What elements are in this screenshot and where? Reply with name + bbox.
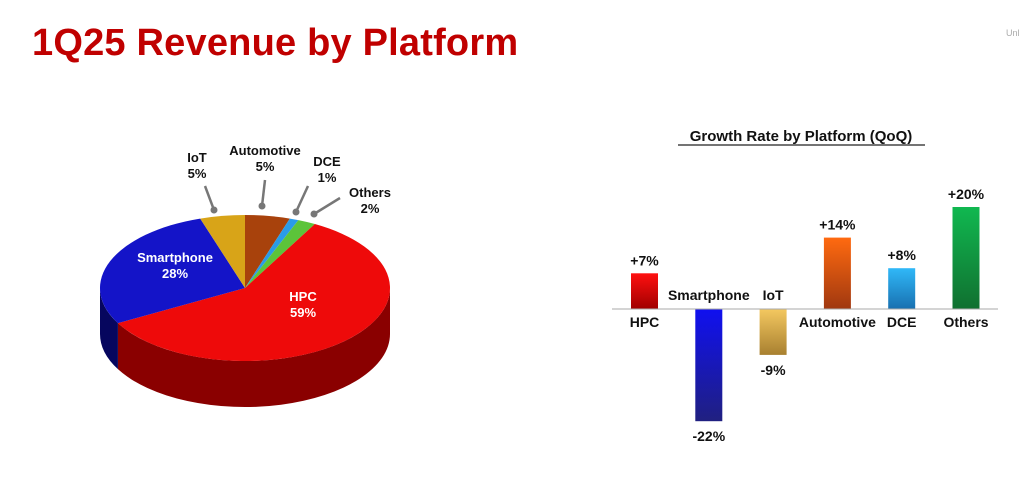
pie-value-smartphone: 28%: [162, 266, 188, 281]
pie-label-dce: DCE: [313, 154, 341, 169]
bar-value-automotive: +14%: [819, 217, 856, 233]
pie-slice-automotive: [245, 215, 290, 288]
page-title: 1Q25 Revenue by Platform: [32, 22, 519, 64]
bar-smartphone: [695, 309, 723, 422]
pie-label-smartphone: Smartphone: [137, 250, 213, 265]
pie-label-hpc: HPC: [289, 289, 317, 304]
corner-text: Unl: [1006, 28, 1020, 38]
bar-others: [952, 207, 980, 309]
bar-iot: [759, 309, 787, 355]
pie-label-others: Others: [349, 185, 391, 200]
bar-automotive: [823, 237, 851, 309]
leader-dot: [292, 208, 300, 216]
bar-category-automotive: Automotive: [799, 314, 876, 330]
leader-dot: [210, 206, 218, 214]
bar-category-others: Others: [943, 314, 988, 330]
pie-value-others: 2%: [361, 201, 380, 216]
bar-value-dce: +8%: [887, 247, 916, 263]
pie-value-hpc: 59%: [290, 305, 316, 320]
pie-label-automotive: Automotive: [229, 143, 301, 158]
pie-side-smartphone: [100, 288, 118, 370]
pie-value-iot: 5%: [188, 166, 207, 181]
pie-slice-dce: [245, 218, 299, 288]
pie-value-dce: 1%: [318, 170, 337, 185]
leader-dot: [310, 210, 318, 218]
bar-hpc: [631, 273, 658, 309]
bar-value-hpc: +7%: [630, 252, 659, 268]
pie-side-hpc: [117, 288, 390, 407]
pie-slice-hpc: [117, 224, 390, 362]
bar-category-dce: DCE: [887, 314, 917, 330]
bar-category-hpc: HPC: [630, 314, 660, 330]
bar-category-smartphone: Smartphone: [668, 287, 750, 303]
bar-value-others: +20%: [948, 186, 985, 202]
leader-dot: [258, 202, 266, 210]
bar-category-iot: IoT: [763, 287, 784, 303]
pie-slice-others: [245, 220, 315, 288]
pie-slice-smartphone: [99, 218, 245, 324]
leader-line: [203, 185, 216, 211]
bar-value-iot: -9%: [761, 362, 786, 378]
leader-line: [313, 196, 341, 216]
bar-dce: [888, 268, 916, 309]
pie-slice-iot: [200, 215, 245, 288]
leader-line: [294, 185, 310, 213]
pie-label-iot: IoT: [187, 150, 207, 165]
bar-value-smartphone: -22%: [692, 428, 725, 444]
leader-line: [260, 179, 267, 207]
chart-title: Growth Rate by Platform (QoQ): [690, 128, 913, 145]
pie-value-automotive: 5%: [256, 159, 275, 174]
